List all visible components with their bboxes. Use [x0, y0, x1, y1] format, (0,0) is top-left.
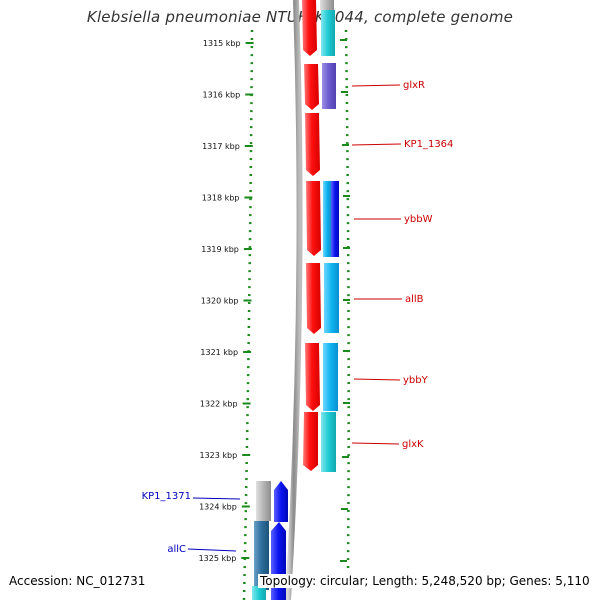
right-dash	[341, 508, 348, 510]
gene-feature-sky	[324, 263, 339, 333]
right-dash	[342, 144, 349, 146]
tick-label: 1316 kbp	[202, 91, 240, 100]
tick-mark	[244, 196, 253, 199]
leader-line	[351, 143, 402, 146]
gene-label-allB: allB	[405, 294, 424, 305]
gene-label-ybbW: ybbW	[404, 214, 433, 225]
right-tick-ring	[344, 29, 350, 571]
tick-label: 1315 kbp	[203, 39, 241, 48]
tick-group: 1315 kbp 1316 kbp 1317 kbp 1318 kbp 1319 kbp…	[199, 39, 254, 563]
right-ring-dashes	[340, 39, 350, 562]
tick-mark	[242, 454, 251, 456]
gene-feature-sky	[323, 181, 331, 257]
tick-mark	[243, 248, 252, 250]
gene-track	[320, 0, 339, 472]
cds-feature	[305, 343, 320, 411]
label-leaders	[187, 84, 402, 552]
gene-feature-steel	[254, 521, 269, 590]
leader-line	[353, 378, 401, 381]
leader-line	[351, 84, 401, 87]
genome-backbone	[285, 0, 303, 600]
accession-text: Accession: NC_012731	[9, 574, 146, 588]
gene-label-ybbY: ybbY	[403, 375, 429, 386]
cds-feature	[302, 0, 317, 56]
map-title: Klebsiella pneumoniae NTUH-K2044, comple…	[86, 8, 514, 26]
gene-feature-blue-arrow	[274, 481, 288, 522]
cds-track	[302, 0, 321, 471]
tick-mark	[245, 93, 254, 96]
cds-feature	[304, 64, 319, 110]
right-dash	[343, 299, 350, 301]
tick-mark	[245, 42, 254, 44]
gene-feature-cyan	[321, 10, 335, 56]
gene-feature-sky	[323, 343, 338, 411]
gene-feature-grey	[320, 0, 334, 10]
right-dash	[343, 402, 350, 404]
tick-label: 1320 kbp	[201, 297, 239, 306]
right-dash	[340, 39, 347, 41]
tick-mark	[244, 145, 253, 147]
gene-label-KP1_1371: KP1_1371	[142, 491, 191, 502]
gene-feature-blue-arrow	[271, 522, 286, 600]
right-dash	[341, 91, 348, 93]
right-dash	[343, 350, 350, 352]
cds-feature	[305, 113, 320, 176]
right-dash	[342, 456, 349, 458]
gene-feature-purple	[322, 63, 336, 109]
tick-label: 1322 kbp	[200, 400, 238, 409]
right-dash	[343, 247, 350, 249]
tick-mark	[243, 299, 252, 302]
tick-label: 1321 kbp	[200, 348, 238, 357]
tick-label: 1318 kbp	[202, 194, 240, 203]
tick-label: 1319 kbp	[201, 245, 239, 254]
tick-label: 1324 kbp	[199, 503, 237, 512]
right-dash	[343, 195, 350, 197]
leader-line	[351, 442, 400, 445]
tick-label: 1323 kbp	[199, 451, 237, 460]
topology-text: Topology: circular; Length: 5,248,520 bp…	[258, 574, 590, 588]
cds-feature	[306, 263, 321, 334]
tick-mark	[241, 505, 250, 508]
gene-label-allC: allC	[167, 544, 186, 555]
leader-line	[187, 548, 237, 552]
gene-feature-cyan	[252, 586, 266, 600]
cds-feature	[306, 181, 321, 256]
right-dash	[340, 560, 347, 562]
left-tick-ring	[242, 29, 254, 600]
gene-labels: glxR KP1_1364 ybbW allB ybbY glxK KP1_13…	[142, 80, 454, 555]
gene-label-glxR: glxR	[403, 80, 425, 91]
gene-feature-blue	[331, 181, 339, 257]
tick-label: 1325 kbp	[199, 554, 237, 563]
tick-mark	[242, 402, 251, 405]
tick-mark	[243, 351, 252, 353]
gene-feature-cyan	[321, 412, 336, 472]
cds-feature	[303, 412, 318, 471]
right-dotted-ring	[344, 29, 350, 571]
tick-mark	[241, 557, 250, 559]
left-dotted-ring	[242, 29, 254, 600]
tick-label: 1317 kbp	[202, 142, 240, 151]
gene-label-glxK: glxK	[402, 439, 424, 450]
gene-feature-grey	[256, 481, 271, 521]
gene-label-KP1_1364: KP1_1364	[404, 139, 453, 150]
leader-line	[192, 497, 241, 500]
